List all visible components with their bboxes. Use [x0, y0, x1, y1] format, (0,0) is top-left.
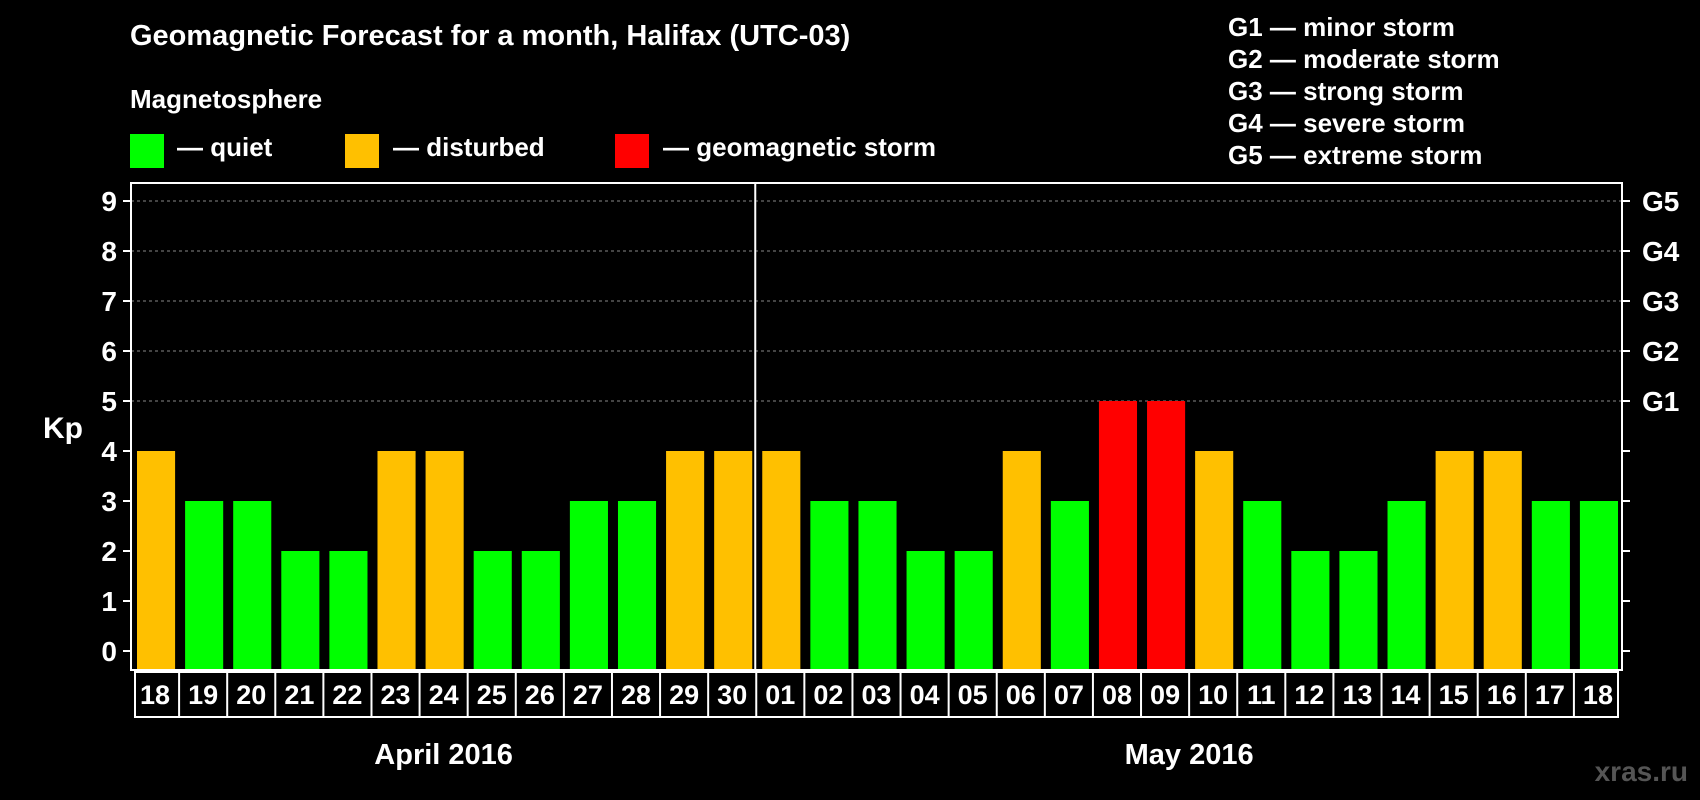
- bar-17: [954, 551, 993, 669]
- date-label-22: 10: [1198, 680, 1228, 710]
- bar-29: [1531, 501, 1570, 669]
- date-label-6: 24: [429, 680, 459, 710]
- right-tick-label-g2: G2: [1642, 336, 1679, 367]
- plot-frame: [130, 182, 1623, 671]
- y-tick-label-0: 0: [101, 636, 117, 667]
- y-tick-label-4: 4: [101, 436, 117, 467]
- date-label-5: 23: [381, 680, 411, 710]
- date-label-15: 03: [861, 680, 891, 710]
- date-label-9: 27: [573, 680, 603, 710]
- date-strip: [134, 671, 1619, 718]
- y-tick-label-1: 1: [101, 586, 117, 617]
- bar-2: [233, 501, 272, 669]
- bar-20: [1098, 401, 1138, 669]
- date-label-23: 11: [1247, 680, 1276, 710]
- legend-swatch-storm: [615, 134, 649, 168]
- date-label-7: 25: [477, 680, 507, 710]
- y-tick-label-2: 2: [101, 536, 117, 567]
- bar-1: [185, 501, 224, 669]
- bar-21: [1147, 401, 1186, 669]
- date-label-8: 26: [525, 680, 555, 710]
- bar-3: [281, 551, 320, 669]
- bar-27: [1435, 451, 1474, 669]
- g-legend-g4: G4 — severe storm: [1228, 108, 1466, 138]
- y-tick-label-8: 8: [101, 236, 117, 267]
- right-tick-label-g4: G4: [1642, 236, 1680, 267]
- bar-5: [377, 451, 416, 669]
- y-tick-label-9: 9: [101, 186, 117, 217]
- bar-6: [425, 451, 464, 669]
- month-label-0: April 2016: [374, 739, 513, 771]
- y-tick-label-6: 6: [101, 336, 117, 367]
- legend-swatch-disturbed: [345, 134, 379, 168]
- legend-label-disturbed: — disturbed: [393, 132, 545, 162]
- legend-label-quiet: — quiet: [177, 132, 273, 162]
- date-label-0: 18: [140, 680, 170, 710]
- date-label-29: 17: [1535, 680, 1565, 710]
- date-label-17: 05: [958, 680, 988, 710]
- bar-23: [1243, 501, 1282, 669]
- y-axis-label: Kp: [43, 412, 83, 445]
- bar-10: [617, 501, 657, 669]
- date-label-26: 14: [1391, 680, 1421, 710]
- bar-15: [858, 501, 897, 669]
- bar-22: [1195, 451, 1234, 669]
- date-label-30: 18: [1583, 680, 1613, 710]
- date-label-27: 15: [1439, 680, 1469, 710]
- date-label-20: 08: [1102, 680, 1132, 710]
- legend-subtitle: Magnetosphere: [130, 84, 323, 114]
- date-label-13: 01: [765, 680, 795, 710]
- bar-7: [473, 551, 512, 669]
- y-tick-label-7: 7: [101, 286, 117, 317]
- date-label-24: 12: [1294, 680, 1324, 710]
- watermark: xras.ru: [1594, 756, 1688, 787]
- bar-18: [1002, 451, 1041, 669]
- date-label-3: 21: [284, 680, 314, 710]
- bar-0: [137, 451, 176, 669]
- bar-12: [714, 451, 753, 669]
- bar-8: [521, 551, 560, 669]
- bar-14: [810, 501, 849, 669]
- bar-13: [762, 451, 801, 669]
- date-label-11: 29: [669, 680, 699, 710]
- y-tick-label-3: 3: [101, 486, 117, 517]
- bar-25: [1339, 551, 1378, 669]
- g-legend-g1: G1 — minor storm: [1228, 12, 1455, 42]
- g-legend-g2: G2 — moderate storm: [1228, 44, 1500, 74]
- g-legend-g5: G5 — extreme storm: [1228, 140, 1483, 170]
- date-label-25: 13: [1342, 680, 1372, 710]
- month-label-1: May 2016: [1125, 739, 1254, 771]
- right-tick-label-g1: G1: [1642, 386, 1679, 417]
- date-label-2: 20: [236, 680, 266, 710]
- date-label-12: 30: [717, 680, 747, 710]
- date-label-10: 28: [621, 680, 651, 710]
- chart-title: Geomagnetic Forecast for a month, Halifa…: [130, 20, 851, 52]
- bar-24: [1291, 551, 1330, 669]
- bar-11: [666, 451, 705, 669]
- legend-label-storm: — geomagnetic storm: [663, 132, 937, 162]
- bar-16: [906, 551, 945, 669]
- right-tick-label-g5: G5: [1642, 186, 1679, 217]
- bar-4: [329, 551, 368, 669]
- bar-30: [1579, 501, 1618, 669]
- bar-28: [1483, 451, 1522, 669]
- date-label-16: 04: [910, 680, 940, 710]
- right-tick-label-g3: G3: [1642, 286, 1679, 317]
- date-label-1: 19: [188, 680, 218, 710]
- date-label-28: 16: [1487, 680, 1517, 710]
- date-label-19: 07: [1054, 680, 1084, 710]
- date-label-4: 22: [332, 680, 362, 710]
- g-legend-g3: G3 — strong storm: [1228, 76, 1464, 106]
- date-label-14: 02: [813, 680, 843, 710]
- legend-swatch-quiet: [130, 134, 164, 168]
- date-label-18: 06: [1006, 680, 1036, 710]
- bar-19: [1050, 501, 1089, 669]
- y-tick-label-5: 5: [101, 386, 117, 417]
- bar-26: [1387, 501, 1426, 669]
- bar-9: [569, 501, 608, 669]
- date-label-21: 09: [1150, 680, 1180, 710]
